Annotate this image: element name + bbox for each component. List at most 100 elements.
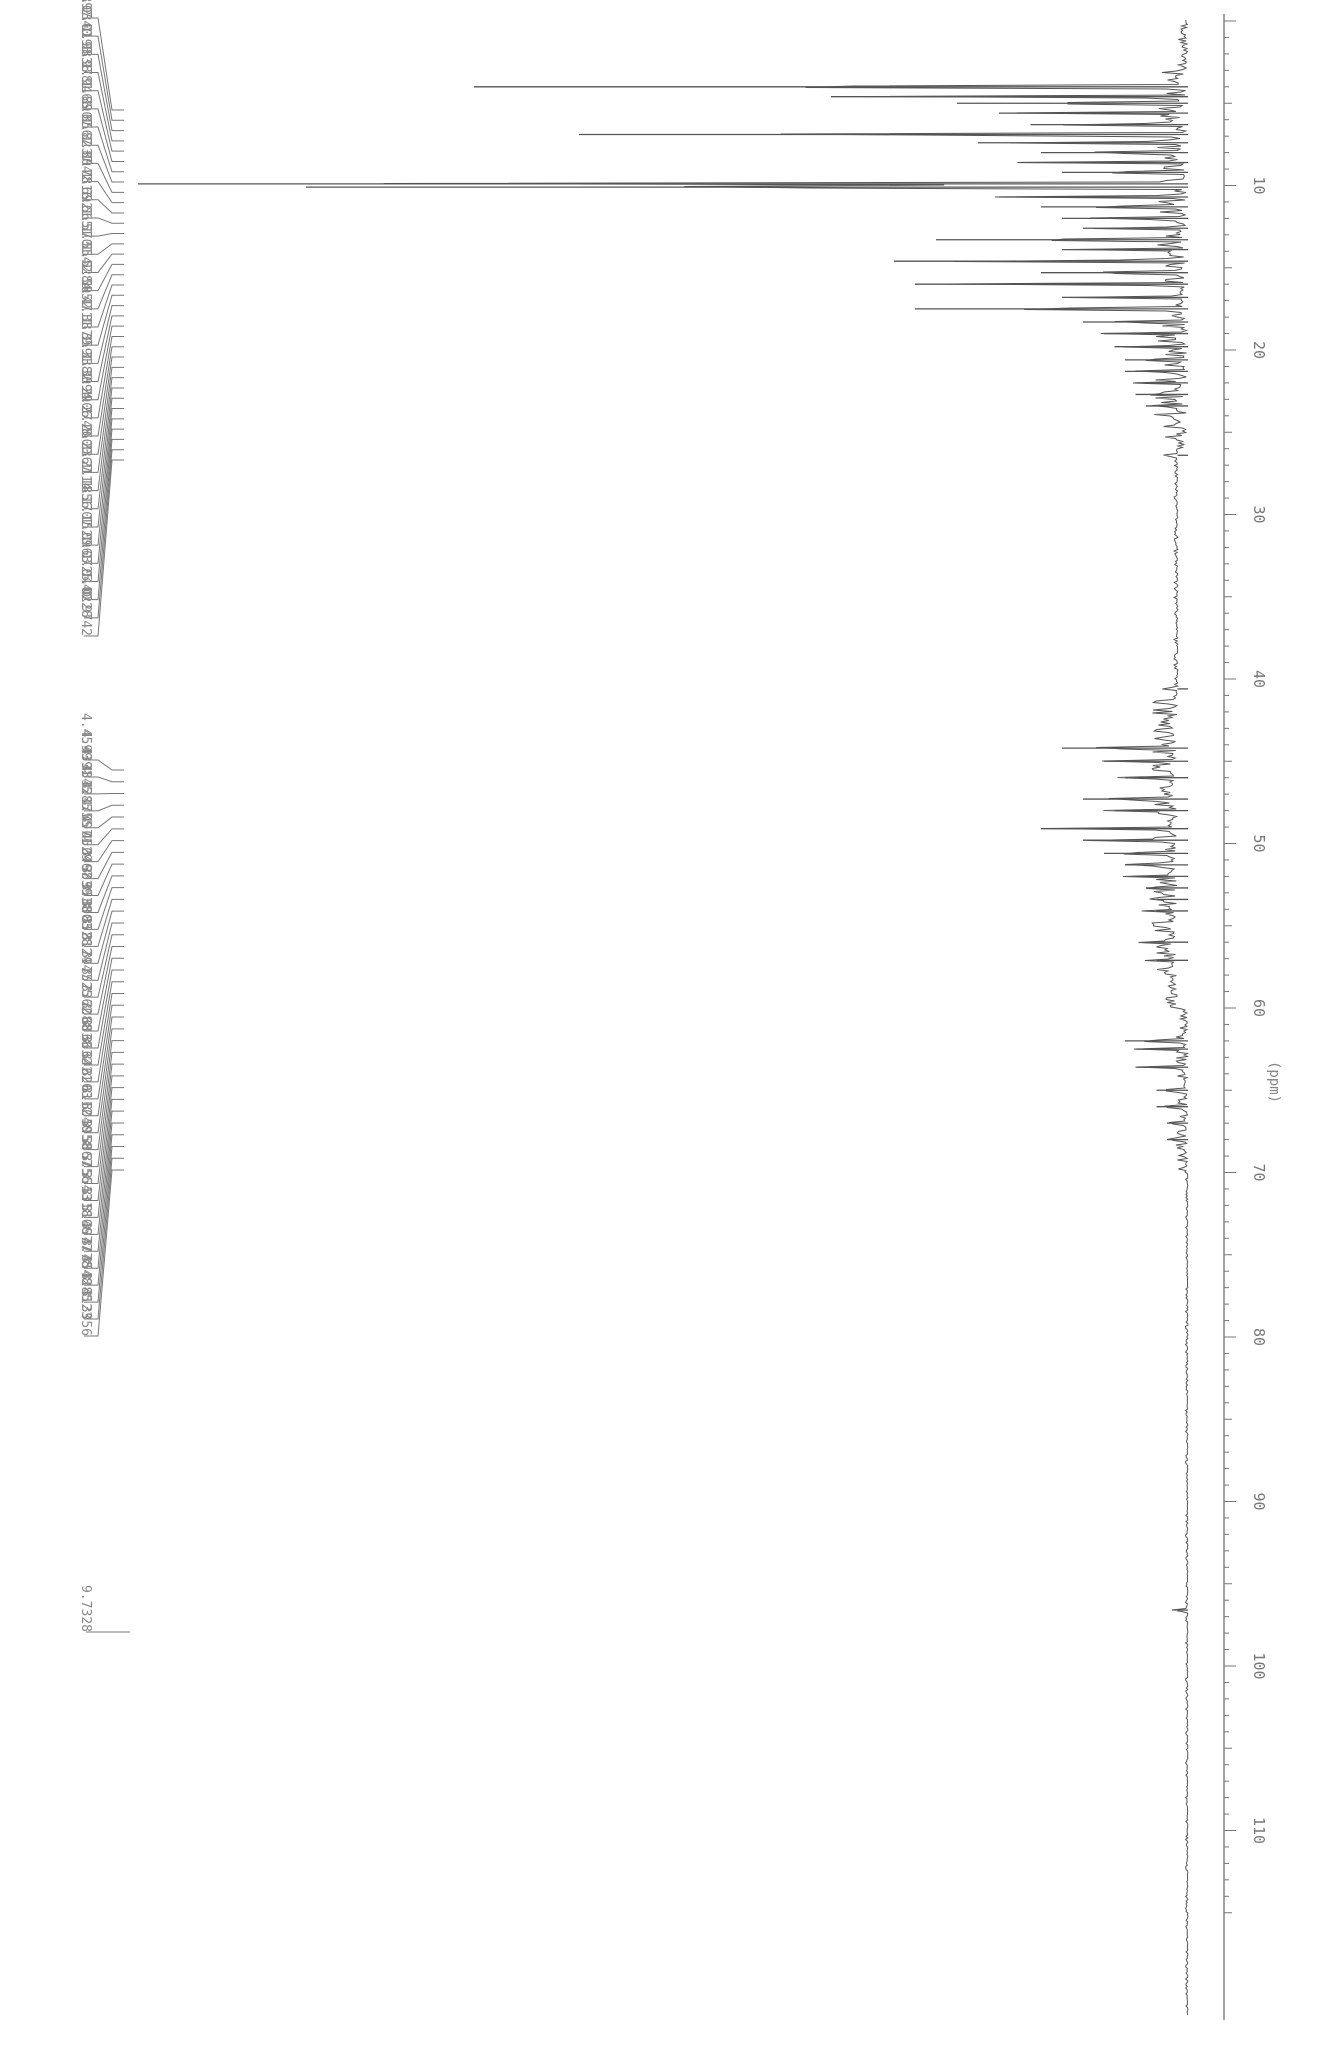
peak-label: 1.1520 (78, 498, 93, 545)
peak-label-group-3: 9.7328 (78, 1585, 130, 1633)
peak-leader (84, 181, 124, 204)
peak-label: 3.7947 (78, 933, 93, 980)
tick-label: 10 (1250, 176, 1268, 194)
peak-label: 1.8237 (78, 116, 93, 163)
peak-leader (84, 449, 124, 619)
tick-label: 90 (1250, 1492, 1268, 1510)
peak-leader (84, 377, 124, 492)
spectrum-trace (383, 19, 1190, 2016)
peak-label: 4.0629 (78, 815, 93, 862)
peak-leader (84, 199, 124, 214)
peak-leader (84, 1087, 124, 1218)
peak-label: 3.5867 (78, 1120, 93, 1167)
tick-label: 100 (1250, 1652, 1268, 1679)
peak-leader (84, 35, 124, 121)
peak-label-group-2: 4.45994.43914.38454.32854.17554.09714.06… (78, 713, 124, 1337)
peak-leader (84, 438, 124, 601)
peak-label: 3.9839 (78, 849, 93, 896)
peak-label: 4.4391 (78, 730, 93, 777)
peak-label: 3.5756 (78, 1137, 93, 1184)
peak-leader (84, 875, 124, 913)
peak-leader (84, 1040, 124, 1151)
peak-leader (84, 305, 124, 364)
peak-leader (84, 162, 124, 193)
peak-label: 3.5106 (78, 1187, 93, 1234)
peak-leader (84, 459, 124, 637)
tick-label: 30 (1250, 505, 1268, 523)
peak-leader (84, 233, 124, 237)
peak-label: 3.8528 (78, 899, 93, 946)
peak-leader (84, 957, 124, 1032)
peak-label: 2.0397 (78, 0, 93, 18)
peak-label: 3.6632 (78, 1018, 93, 1065)
peak-label: 1.4711 (78, 280, 93, 327)
peak-label: 1.9781 (78, 44, 93, 91)
peak-leader (84, 315, 124, 383)
peak-leader (84, 887, 124, 930)
peak-leader (84, 922, 124, 981)
peak-label: 1.9466 (78, 62, 93, 109)
peak-label: 1.0725 (78, 535, 93, 582)
peak-leader (84, 387, 124, 510)
peak-leader (84, 408, 124, 546)
peak-leader (84, 993, 124, 1083)
peak-label: 1.6921 (78, 171, 93, 218)
peak-label: 3.4548 (78, 1238, 93, 1285)
peak-label: 1.3094 (78, 353, 93, 400)
peak-label: 3.6421 (78, 1035, 93, 1082)
peak-leader (84, 1098, 124, 1235)
tick-label: 40 (1250, 670, 1268, 688)
peak-leader (84, 898, 124, 947)
peak-label: 3.5958 (78, 1103, 93, 1150)
peak-label: 1.8907 (78, 80, 93, 127)
peak-label: 3.4123 (78, 1272, 93, 1319)
peak-label: 4.0971 (78, 798, 93, 845)
peak-label: 3.5543 (78, 1154, 93, 1201)
peak-label: 1.5052 (78, 262, 93, 309)
peak-label: 2.0193 (78, 7, 93, 54)
peak-label: 3.7525 (78, 950, 93, 997)
peak-leader (84, 356, 124, 455)
peak-label: 4.3845 (78, 747, 93, 794)
peak-label: 3.8124 (78, 916, 93, 963)
spectrum-line (383, 19, 1190, 2016)
peak-leader (84, 840, 124, 863)
peak-label: 0.9742 (78, 589, 93, 636)
peak-leader (84, 346, 124, 437)
peak-leader (84, 804, 124, 812)
peak-label: 1.1707 (78, 480, 93, 527)
peak-label: 1.9838 (78, 26, 93, 73)
peak-leader (84, 335, 124, 419)
peak-leader (84, 144, 124, 183)
peak-label: 4.0467 (78, 832, 93, 879)
peak-label: 4.1755 (78, 781, 93, 828)
peak-leader (84, 863, 124, 897)
peak-leader (84, 397, 124, 528)
tick-label: 60 (1250, 999, 1268, 1017)
peak-leader (84, 1134, 124, 1286)
peak-label: 1.2367 (78, 425, 93, 472)
peak-leader (84, 263, 124, 292)
peak-leader (84, 945, 124, 1015)
axis-unit-label: (ppm) (1266, 1061, 1282, 1103)
peak-leader (84, 851, 124, 880)
peak-leader (84, 1063, 124, 1185)
peak-leader (84, 1157, 124, 1320)
peak-label: 1.5701 (78, 207, 93, 254)
peak-label: 1.0228 (78, 571, 93, 618)
peak-leader (84, 1016, 124, 1117)
peak-label: 3.6112 (78, 1069, 93, 1116)
peak-label: 3.4285 (78, 1255, 93, 1302)
tick-label: 80 (1250, 1328, 1268, 1346)
peak-label: 3.9538 (78, 866, 93, 913)
peak-label: 1.7816 (78, 153, 93, 200)
peak-leader (84, 243, 124, 255)
peak-leader (84, 284, 124, 328)
peak-label: 1.2906 (78, 371, 93, 418)
peak-leader (84, 17, 124, 111)
peak-leader (84, 253, 124, 273)
peak-marks (138, 86, 1188, 1611)
peak-leader (84, 776, 124, 783)
peak-leader (84, 217, 124, 224)
